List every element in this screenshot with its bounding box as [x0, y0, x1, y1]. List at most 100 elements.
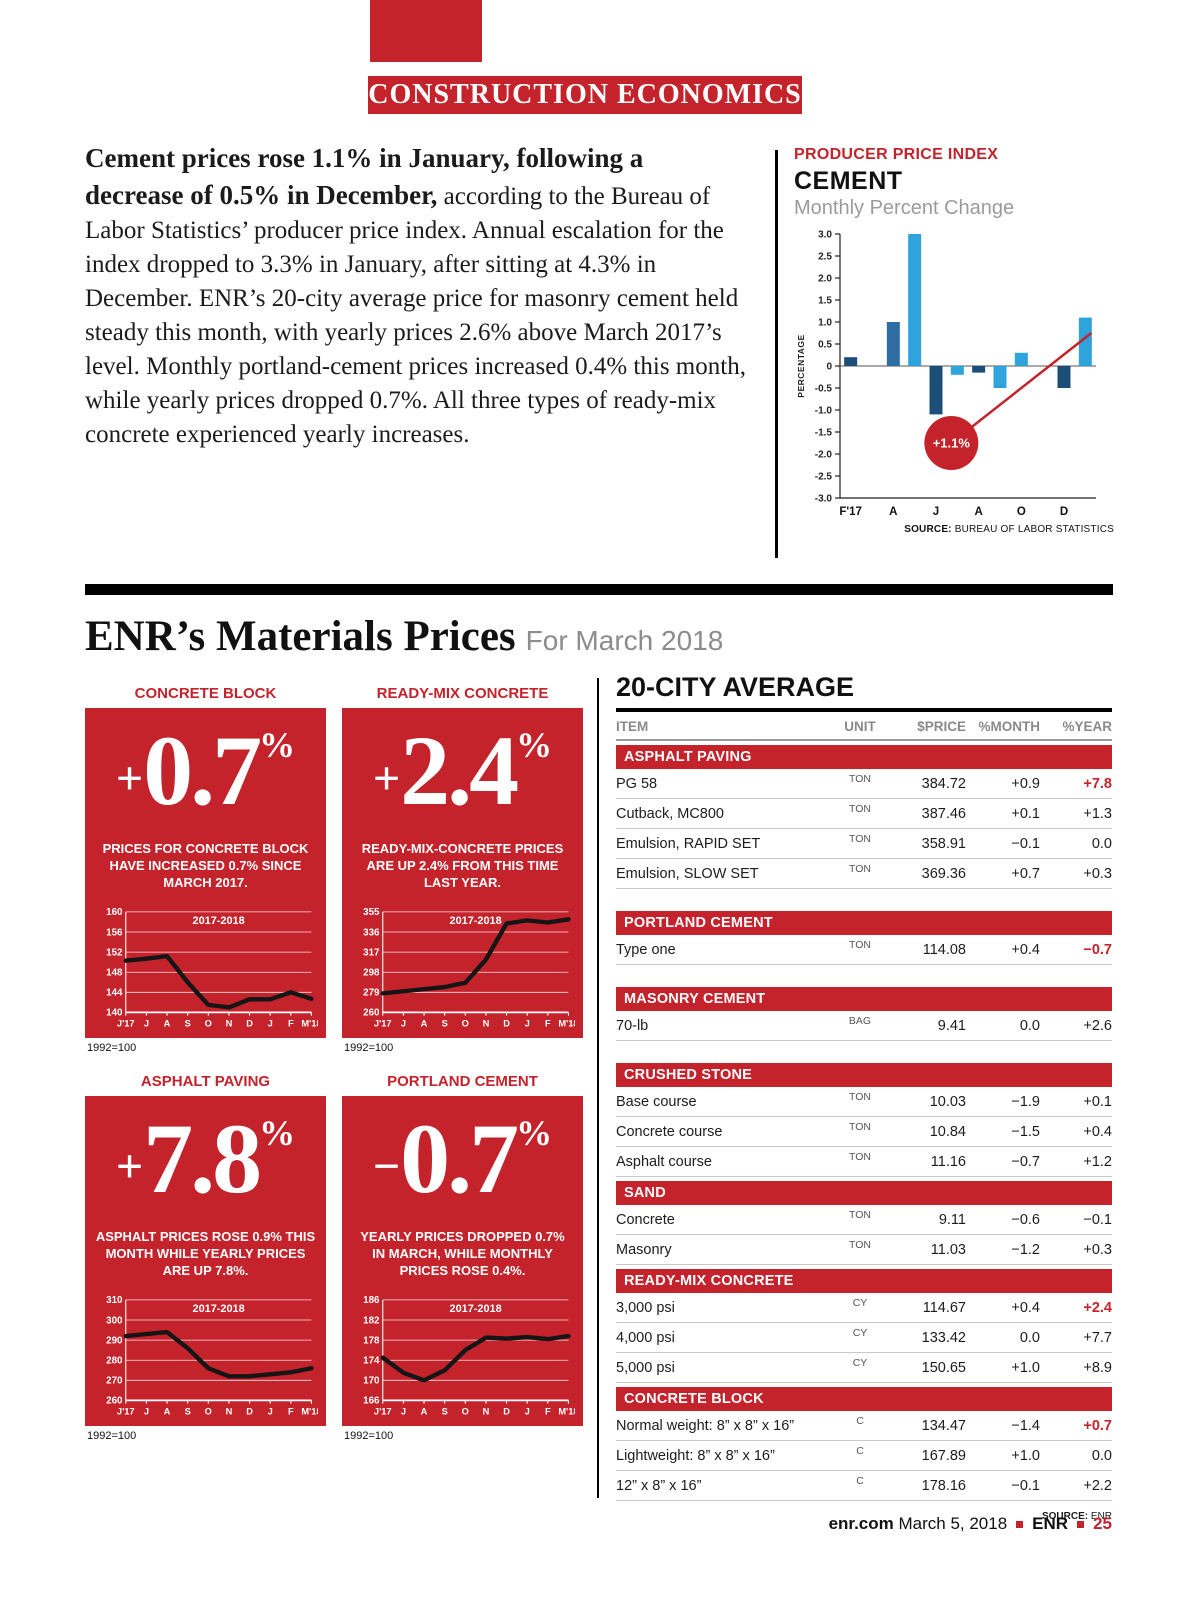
svg-text:2017-2018: 2017-2018 [450, 1303, 502, 1315]
svg-text:J: J [268, 1407, 273, 1417]
cell-year-change: 0.0 [1091, 835, 1112, 852]
cell-unit: TON [849, 773, 871, 785]
svg-text:S: S [442, 1019, 448, 1029]
percent-sign: + [115, 752, 144, 805]
cell-unit: TON [849, 1121, 871, 1133]
cell-price: 11.16 [930, 1153, 966, 1170]
svg-text:S: S [185, 1407, 191, 1417]
ppi-kicker: PRODUCER PRICE INDEX [794, 146, 999, 163]
svg-text:J: J [401, 1019, 406, 1029]
svg-text:O: O [1017, 506, 1026, 518]
table-row: 4,000 psi CY 133.42 0.0 +7.7 [616, 1323, 1112, 1353]
cell-unit: TON [849, 939, 871, 951]
svg-text:-1.0: -1.0 [815, 406, 833, 417]
svg-text:D: D [1060, 506, 1068, 518]
table-row: Masonry TON 11.03 −1.2 +0.3 [616, 1235, 1112, 1265]
svg-text:1.5: 1.5 [818, 296, 832, 307]
card-percent-change: +0.7% [93, 721, 318, 833]
cell-item: Asphalt course [616, 1153, 712, 1170]
card-body: +2.4% READY-MIX-CONCRETE PRICES ARE UP 2… [342, 711, 583, 1039]
svg-text:A: A [975, 506, 983, 518]
percent-sign: + [115, 1140, 144, 1194]
ppi-subtitle: Monthly Percent Change [794, 197, 1015, 219]
cell-month-change: −0.7 [1011, 1153, 1040, 1170]
svg-text:355: 355 [363, 907, 380, 918]
svg-text:174: 174 [363, 1356, 380, 1367]
article-lead: Cement prices rose 1.1% in January, foll… [85, 143, 644, 210]
svg-text:J'17: J'17 [117, 1019, 135, 1029]
table-source: SOURCE: ENR [616, 1511, 1112, 1522]
cell-month-change: −1.5 [1011, 1123, 1040, 1140]
card-description: PRICES FOR CONCRETE BLOCK HAVE INCREASED… [102, 841, 309, 890]
svg-text:166: 166 [363, 1396, 380, 1407]
card-percent-change: −0.7% [350, 1109, 575, 1221]
svg-text:2017-2018: 2017-2018 [193, 915, 245, 927]
svg-text:2.5: 2.5 [818, 252, 832, 263]
ppi-bar-chart: 3.0 2.5 2.0 1.5 1.0 0.5 0 -0.5 -1.0 -1.5 -2.0 -2.5 -… [796, 230, 1096, 518]
materials-card: CONCRETE BLOCK +0.7% PRICES FOR CONCRETE… [85, 680, 326, 1054]
index-base-note: 1992=100 [87, 1430, 137, 1443]
svg-text:N: N [483, 1407, 490, 1417]
card-description: READY-MIX-CONCRETE PRICES ARE UP 2.4% FR… [361, 841, 564, 890]
card-title: CONCRETE BLOCK [85, 680, 326, 711]
cell-year-change: +0.3 [1083, 1241, 1112, 1258]
svg-text:0.5: 0.5 [818, 340, 832, 351]
cell-price: 167.89 [921, 1447, 966, 1464]
cell-month-change: +0.4 [1011, 941, 1040, 958]
cell-item: Base course [616, 1093, 697, 1110]
cell-price: 114.67 [922, 1299, 966, 1316]
svg-text:M'18: M'18 [558, 1407, 575, 1417]
red-square-separator [1016, 1521, 1024, 1529]
cell-year-change: 0.0 [1091, 1447, 1112, 1464]
table-section-banner: ASPHALT PAVING [616, 745, 1112, 769]
svg-text:O: O [462, 1407, 469, 1417]
cell-unit: C [856, 1475, 864, 1487]
svg-text:F: F [545, 1407, 551, 1417]
article-body: according to the Bureau of Labor Statist… [85, 183, 746, 448]
svg-text:S: S [442, 1407, 448, 1417]
cell-price: 9.41 [937, 1017, 966, 1034]
cell-unit: C [856, 1445, 864, 1457]
cell-year-change: −0.1 [1083, 1211, 1112, 1228]
cell-year-change: +0.1 [1083, 1093, 1112, 1110]
svg-text:F: F [288, 1019, 294, 1029]
table-sections: ASPHALT PAVING PG 58 TON 384.72 +0.9 +7.8 Cutb… [616, 745, 1112, 1501]
chart-line [123, 1329, 314, 1379]
svg-text:178: 178 [363, 1335, 380, 1346]
price-table: 20-CITY AVERAGE ITEM UNIT $PRICE %MONTH … [616, 672, 1112, 1522]
vertical-divider [775, 150, 778, 558]
svg-text:-3.0: -3.0 [815, 494, 833, 505]
cell-item: 4,000 psi [616, 1329, 675, 1346]
ppi-panel: PRODUCER PRICE INDEX CEMENT Monthly Perc… [794, 146, 1114, 535]
footer-brand: ENR [1032, 1514, 1069, 1533]
percent-symbol: % [516, 1113, 553, 1154]
cell-month-change: −0.1 [1011, 835, 1040, 852]
svg-text:J: J [933, 506, 939, 518]
svg-text:O: O [205, 1019, 212, 1029]
percent-value: 2.4 [400, 715, 519, 826]
cell-month-change: +1.0 [1011, 1447, 1040, 1464]
materials-cards: CONCRETE BLOCK +0.7% PRICES FOR CONCRETE… [85, 680, 585, 1442]
svg-text:186: 186 [363, 1295, 380, 1306]
table-section-banner: CONCRETE BLOCK [616, 1387, 1112, 1411]
cell-unit: CY [852, 1357, 868, 1369]
materials-title: ENR’s Materials Prices [85, 613, 516, 660]
cell-month-change: −0.1 [1011, 1477, 1040, 1494]
svg-text:152: 152 [106, 947, 123, 958]
svg-text:280: 280 [106, 1356, 123, 1367]
svg-text:N: N [226, 1407, 233, 1417]
svg-text:A: A [421, 1019, 428, 1029]
cell-year-change: +0.4 [1083, 1123, 1112, 1140]
footer-site-link[interactable]: enr.com [828, 1514, 894, 1533]
cell-price: 10.84 [929, 1123, 966, 1140]
cell-year-change: +1.2 [1083, 1153, 1112, 1170]
svg-text:A: A [889, 506, 897, 518]
table-row: Normal weight: 8” x 8” x 16” C 134.47 −1.4 +… [616, 1411, 1112, 1441]
svg-text:J: J [401, 1407, 406, 1417]
svg-text:M'18: M'18 [558, 1019, 575, 1029]
materials-heading: ENR’s Materials Prices For March 2018 [85, 612, 985, 661]
percent-symbol: % [516, 725, 553, 765]
percent-sign: − [372, 1140, 401, 1194]
